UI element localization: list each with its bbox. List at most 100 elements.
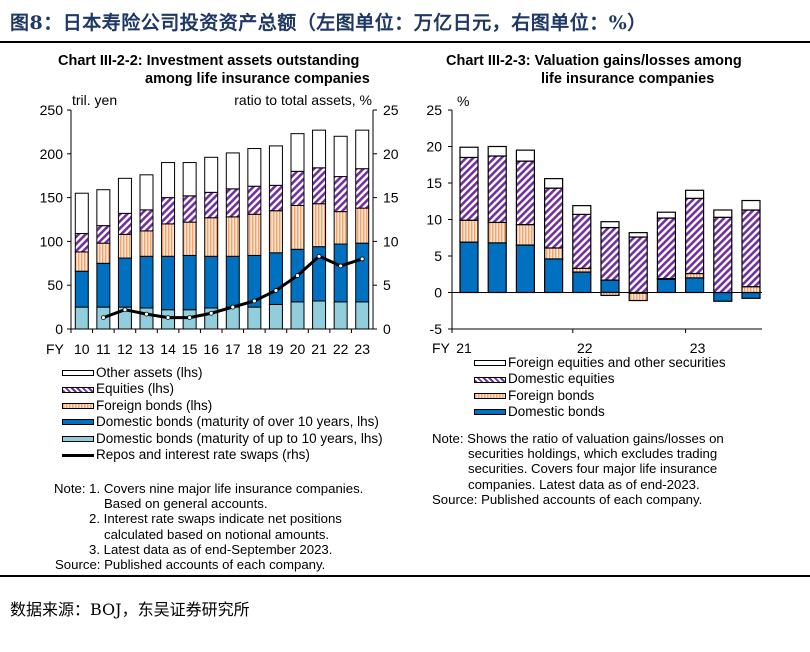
bar-domestic-short	[225, 306, 240, 330]
note-line: securities. Covers four major life insur…	[468, 461, 718, 477]
legend-swatch-line	[62, 453, 94, 457]
line-point	[273, 288, 279, 293]
line-point	[359, 256, 365, 262]
line-point	[295, 273, 300, 278]
bar-domestic-short	[247, 306, 262, 330]
note-line: calculated based on notional amounts.	[104, 526, 330, 542]
bar-equities	[628, 236, 648, 294]
left-legend: Other assets (lhs) Equities (lhs) Foreig…	[62, 365, 383, 463]
bar-equities	[182, 195, 197, 223]
legend-item-equities: Domestic equities	[474, 371, 726, 387]
bar-equities	[572, 213, 592, 270]
line-point	[338, 263, 344, 269]
bar-equities	[290, 170, 305, 206]
legend-item-repos-line: Repos and interest rate swaps (rhs)	[62, 447, 383, 463]
bar-domestic-long	[572, 271, 592, 294]
bar-other	[713, 209, 733, 218]
bar-other	[204, 156, 219, 193]
y-tick-label-right: 0	[383, 321, 391, 337]
x-tick-label: 22	[333, 341, 349, 357]
bar-domestic-long	[333, 243, 348, 303]
legend-label: Foreign bonds (lhs)	[96, 397, 213, 413]
bar-equities	[117, 212, 132, 235]
legend-label: Domestic bonds (maturity of over 10 year…	[96, 414, 379, 430]
x-tick-label: 17	[225, 341, 241, 357]
legend-item-other: Foreign equities and other securities	[474, 355, 726, 371]
bar-equities	[74, 233, 89, 253]
bar-foreign-bonds	[355, 207, 370, 244]
bar-equities	[684, 197, 705, 275]
line-point	[208, 310, 214, 316]
legend-item-domestic-long: Domestic bonds (maturity of over 10 year…	[62, 414, 383, 430]
note-line: Note: Shows the ratio of valuation gains…	[432, 431, 724, 446]
bar-domestic-short	[312, 300, 327, 330]
legend-swatch-domestic-bonds	[474, 409, 506, 416]
bar-equities	[600, 226, 620, 281]
left-chart-title: Chart III-2-2: Investment assets outstan…	[58, 52, 370, 88]
bar-domestic-short	[290, 301, 305, 330]
left-axis-unit: tril. yen	[72, 92, 117, 108]
line-point	[251, 298, 257, 304]
x-tick-label: 22	[577, 340, 593, 356]
bar-domestic-long	[182, 254, 197, 311]
bar-other	[543, 178, 564, 189]
line-point	[144, 311, 149, 317]
bar-equities	[713, 216, 733, 294]
bar-equities	[204, 191, 219, 219]
x-tick-label: 19	[268, 341, 284, 357]
bottom-rule	[0, 575, 810, 577]
bar-domestic-long	[515, 244, 536, 294]
right-notes: Note: Shows the ratio of valuation gains…	[432, 431, 724, 507]
note-line: companies. Latest data as of end-2023.	[468, 476, 700, 492]
bar-foreign-bonds	[139, 230, 154, 257]
y-tick-label-right: 15	[383, 190, 399, 206]
bar-foreign-bonds	[515, 224, 536, 246]
bar-domestic-long	[74, 270, 89, 308]
x-tick-label: 23	[690, 340, 706, 356]
right-chart-title: Chart III-2-3: Valuation gains/losses am…	[446, 52, 742, 88]
bar-foreign-bonds	[182, 221, 197, 256]
bar-domestic-long	[713, 291, 733, 302]
bar-other	[656, 211, 677, 219]
note-line: Note: 1. Covers nine major life insuranc…	[54, 481, 364, 496]
legend-item-domestic-short: Domestic bonds (maturity of up to 10 yea…	[62, 431, 383, 447]
bar-other	[333, 135, 348, 178]
line-point	[165, 315, 171, 321]
bar-domestic-long	[96, 262, 111, 308]
note-line: 3. Latest data as of end-September 2023.	[89, 541, 333, 557]
legend-swatch-domestic-long	[62, 419, 94, 426]
bar-foreign-bonds	[74, 251, 89, 272]
bar-other	[247, 148, 262, 187]
x-tick-label: 20	[290, 341, 306, 357]
legend-label: Equities (lhs)	[96, 381, 175, 397]
line-point	[100, 315, 106, 321]
bar-domestic-short	[74, 306, 89, 330]
legend-swatch-other	[62, 370, 94, 377]
bar-other	[487, 145, 507, 157]
y-tick-label: 0	[434, 285, 442, 301]
left-chart-title-line2: among life insurance companies	[145, 71, 370, 87]
bar-equities	[656, 217, 677, 280]
y-tick-label-left: 250	[40, 102, 64, 118]
bar-other	[117, 177, 132, 214]
bar-other	[515, 149, 536, 162]
bar-domestic-long	[139, 255, 154, 309]
legend-item-foreign-bonds: Foreign bonds (lhs)	[62, 398, 383, 414]
bar-equities	[247, 185, 262, 215]
legend-swatch-foreign-bonds	[474, 393, 506, 400]
line-point	[230, 304, 236, 310]
bar-equities	[96, 225, 111, 244]
y-tick-label: 20	[426, 139, 442, 155]
bar-equities	[487, 155, 507, 224]
bar-foreign-bonds	[290, 204, 305, 250]
bar-domestic-long	[741, 291, 761, 299]
legend-item-other: Other assets (lhs)	[62, 365, 383, 381]
data-source: 数据来源：BOJ，东吴证券研究所	[10, 600, 250, 619]
source-line: Source: Published accounts of each compa…	[55, 557, 326, 573]
bar-foreign-bonds	[247, 213, 262, 256]
legend-label: Other assets (lhs)	[96, 365, 203, 380]
legend-label: Foreign bonds	[508, 387, 595, 403]
right-legend: Foreign equities and other securities Do…	[474, 355, 726, 421]
